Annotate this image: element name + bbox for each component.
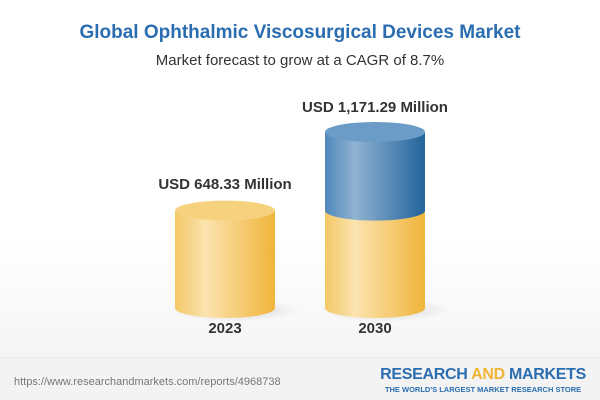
bar-base-2023-top <box>175 200 275 221</box>
logo-tagline: THE WORLD'S LARGEST MARKET RESEARCH STOR… <box>384 385 582 394</box>
data-label-2023: USD 648.33 Million <box>158 176 291 193</box>
chart-area: USD 648.33 Million USD 1,171.29 Million … <box>158 99 450 337</box>
category-label-2023: 2023 <box>208 320 241 337</box>
bar-growth-2030-top <box>325 122 425 142</box>
chart-subtitle: Market forecast to grow at a CAGR of 8.7… <box>155 52 445 69</box>
footer: https://www.researchandmarkets.com/repor… <box>0 357 600 400</box>
bar-base-2030 <box>325 210 425 318</box>
category-label-2030: 2030 <box>358 320 391 337</box>
bar-growth-2030 <box>325 132 425 221</box>
report-url[interactable]: https://www.researchandmarkets.com/repor… <box>14 376 281 388</box>
data-label-2030: USD 1,171.29 Million <box>302 99 448 116</box>
research-and-markets-logo: RESEARCH AND MARKETS THE WORLD'S LARGEST… <box>380 366 586 394</box>
bar-base-2023 <box>175 210 275 318</box>
chart-title: Global Ophthalmic Viscosurgical Devices … <box>79 22 521 43</box>
